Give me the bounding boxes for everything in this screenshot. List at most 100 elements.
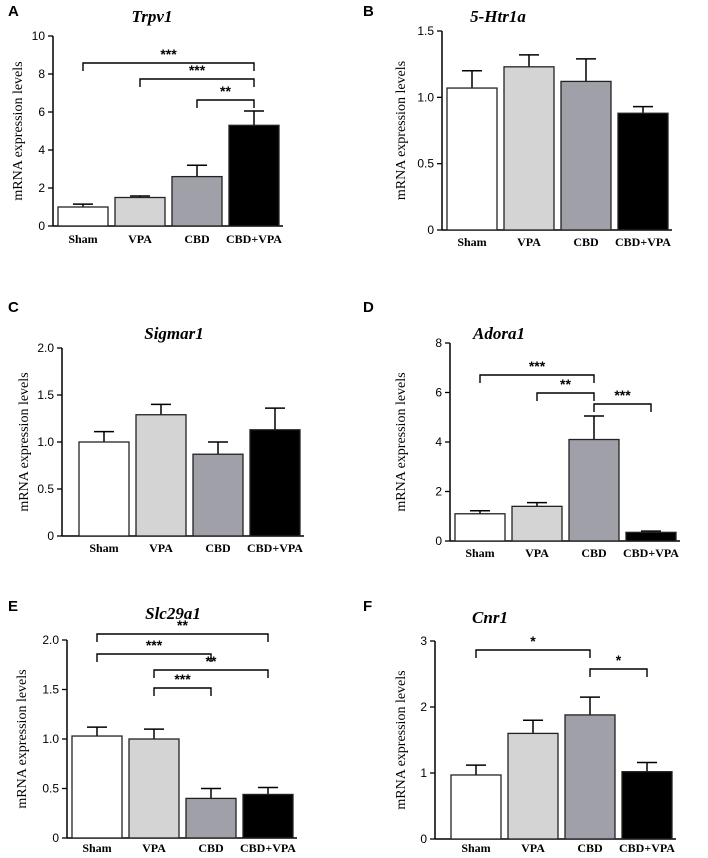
- panel-b-category-label: Sham: [457, 235, 486, 249]
- panel-f-letter: F: [363, 598, 372, 615]
- panel-d-bar-vpa: [511, 505, 563, 542]
- panel-a-y-tick-label: 6: [38, 105, 45, 119]
- panel-d-significance-bracket: [536, 392, 595, 401]
- panel-e-category-label: CBD+VPA: [240, 841, 296, 855]
- panel-e-title: Slc29a1: [145, 604, 201, 623]
- panel-b-y-tick-label: 1.5: [417, 24, 434, 38]
- panel-d-bar-cbd-vpa: [625, 531, 677, 542]
- panel-d-y-tick-label: 2: [435, 485, 442, 499]
- panel-f-bar-cbd: [564, 714, 616, 840]
- panel-c-y-tick-label: 2.0: [37, 341, 54, 355]
- panel-b-bar-cbd-vpa: [617, 112, 669, 231]
- panel-e-significance-label: ***: [146, 637, 163, 653]
- panel-f-category-label: VPA: [521, 841, 545, 855]
- panel-d-significance-label: ***: [614, 387, 631, 403]
- panel-a-significance-bracket: [82, 62, 255, 71]
- panel-a-bar-cbd: [171, 175, 223, 227]
- panel-a-y-label: mRNA expression levels: [11, 61, 26, 200]
- panel-e-letter: E: [8, 598, 18, 615]
- panel-c-bar-sham: [78, 441, 130, 537]
- panel-f-y-tick-label: 0: [420, 832, 427, 846]
- panel-d-category-label: VPA: [525, 546, 549, 560]
- panel-e-bar-vpa: [128, 738, 180, 839]
- panel-d-y-tick-label: 0: [435, 534, 442, 548]
- panel-f-category-label: CBD: [577, 841, 603, 855]
- panel-c-bar-cbd: [192, 453, 244, 537]
- panel-a-significance-label: ***: [189, 62, 206, 78]
- panel-e-bar-cbd: [185, 797, 237, 839]
- panel-b-letter: B: [363, 3, 374, 20]
- panel-b-y-tick-label: 0.5: [417, 157, 434, 171]
- panel-f-significance-label: *: [530, 633, 536, 649]
- panel-f-category-label: CBD+VPA: [619, 841, 675, 855]
- panel-c-letter: C: [8, 299, 19, 316]
- panel-f-bar-vpa: [507, 732, 559, 840]
- panel-e-significance-label: **: [177, 617, 188, 633]
- panel-a-y-tick-label: 4: [38, 143, 45, 157]
- panel-a-significance-bracket: [196, 99, 255, 108]
- panel-e-significance-bracket: [96, 653, 212, 662]
- panel-a-y-tick-label: 0: [38, 219, 45, 233]
- panel-a-category-label: Sham: [68, 232, 97, 246]
- panel-f-y-tick-label: 3: [420, 634, 427, 648]
- panel-e-significance-bracket: [153, 669, 269, 678]
- panel-c-title: Sigmar1: [144, 324, 204, 343]
- panel-b-bar-cbd: [560, 80, 612, 231]
- panel-b-category-label: CBD+VPA: [615, 235, 671, 249]
- panel-c-bar-vpa: [135, 414, 187, 537]
- panel-d-category-label: CBD+VPA: [623, 546, 679, 560]
- panel-c-category-label: VPA: [149, 541, 173, 555]
- panel-c-category-label: CBD+VPA: [247, 541, 303, 555]
- panel-b-category-label: VPA: [517, 235, 541, 249]
- panel-e-significance-bracket: [96, 633, 269, 642]
- panel-b-title: 5-Htr1a: [470, 7, 526, 26]
- panel-a-significance-bracket: [139, 78, 255, 87]
- panel-d-category-label: CBD: [581, 546, 607, 560]
- panel-a-y-tick-label: 10: [32, 29, 46, 43]
- panel-d-letter: D: [363, 299, 374, 316]
- panel-c-y-label: mRNA expression levels: [17, 372, 32, 511]
- panel-e-category-label: VPA: [142, 841, 166, 855]
- panel-a-y-tick-label: 2: [38, 181, 45, 195]
- panel-e-y-tick-label: 0: [52, 831, 59, 845]
- panel-b-y-tick-label: 0: [427, 223, 434, 237]
- panel-a-bar-vpa: [114, 196, 166, 227]
- panel-e-significance-bracket: [153, 687, 212, 696]
- panel-f-y-tick-label: 2: [420, 700, 427, 714]
- panel-d-y-tick-label: 4: [435, 435, 442, 449]
- panel-d-bar-sham: [454, 513, 506, 542]
- panel-d-bar-cbd: [568, 438, 620, 542]
- panel-a-significance-label: **: [220, 83, 231, 99]
- panel-d-significance-label: ***: [529, 358, 546, 374]
- panel-a-category-label: CBD: [184, 232, 210, 246]
- panel-d-significance-label: **: [560, 376, 571, 392]
- panel-d-y-label: mRNA expression levels: [394, 372, 409, 511]
- panel-f-category-label: Sham: [461, 841, 490, 855]
- panel-a-category-label: VPA: [128, 232, 152, 246]
- panel-a-bar-cbd-vpa: [228, 124, 280, 227]
- panel-f-significance-bracket: [475, 649, 591, 658]
- panel-f-bar-cbd-vpa: [621, 771, 673, 840]
- panel-a-bar-sham: [57, 206, 109, 227]
- panel-c-y-tick-label: 0.5: [37, 482, 54, 496]
- panel-e-y-tick-label: 2.0: [42, 633, 59, 647]
- panel-a-letter: A: [8, 3, 19, 20]
- panel-f-y-tick-label: 1: [420, 766, 427, 780]
- panel-d-y-tick-label: 6: [435, 386, 442, 400]
- panel-e-category-label: CBD: [198, 841, 224, 855]
- panel-a-category-label: CBD+VPA: [226, 232, 282, 246]
- panel-e-bar-cbd-vpa: [242, 793, 294, 839]
- panel-a-title: Trpv1: [132, 7, 173, 26]
- panel-e-y-tick-label: 1.0: [42, 732, 59, 746]
- panel-c-y-tick-label: 0: [47, 529, 54, 543]
- panel-b-y-label: mRNA expression levels: [394, 61, 409, 200]
- panel-c-y-tick-label: 1.0: [37, 435, 54, 449]
- panel-b-bar-vpa: [503, 66, 555, 231]
- panel-e-y-label: mRNA expression levels: [15, 669, 30, 808]
- panel-b-bar-sham: [446, 87, 498, 231]
- panel-e-significance-label: ***: [174, 671, 191, 687]
- panel-b-category-label: CBD: [573, 235, 599, 249]
- panel-f-bar-sham: [450, 774, 502, 840]
- panel-d-title: Adora1: [472, 324, 525, 343]
